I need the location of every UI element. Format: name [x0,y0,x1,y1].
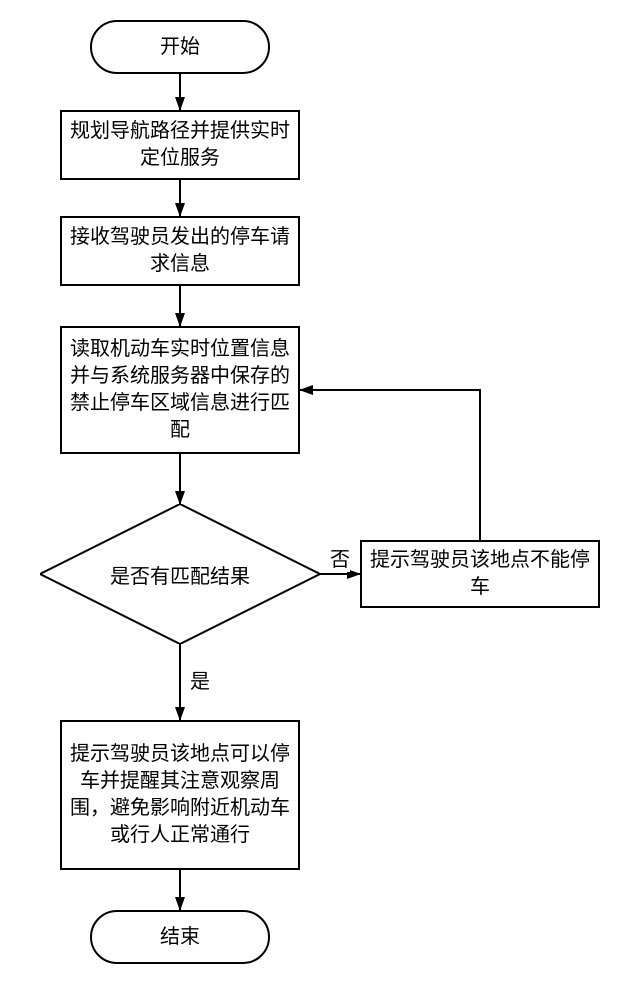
edge-label-yes: 是 [190,665,210,694]
end-label: 结束 [160,924,200,951]
start-node: 开始 [90,20,270,74]
process-warn-no-park: 提示驾驶员该地点不能停车 [360,540,600,608]
flowchart-canvas: 开始 规划导航路径并提供实时定位服务 接收驾驶员发出的停车请求信息 读取机动车实… [0,0,620,1000]
process-receive-request: 接收驾驶员发出的停车请求信息 [60,216,300,286]
decision-has-match: 是否有匹配结果 [40,504,320,644]
process-plan-route-label: 规划导航路径并提供实时定位服务 [62,118,298,172]
process-plan-route: 规划导航路径并提供实时定位服务 [60,110,300,180]
edge-label-no-text: 否 [330,549,350,571]
start-label: 开始 [160,34,200,61]
process-match-zone-label: 读取机动车实时位置信息并与系统服务器中保存的禁止停车区域信息进行匹配 [70,336,290,444]
process-allow-park-label: 提示驾驶员该地点可以停车并提醒其注意观察周围，避免影响附近机动车或行人正常通行 [70,741,290,849]
decision-has-match-label: 是否有匹配结果 [110,560,250,589]
process-match-zone: 读取机动车实时位置信息并与系统服务器中保存的禁止停车区域信息进行匹配 [60,326,300,454]
end-node: 结束 [90,910,270,964]
process-receive-request-label: 接收驾驶员发出的停车请求信息 [62,224,298,278]
edge-label-yes-text: 是 [190,671,210,693]
process-warn-no-park-label: 提示驾驶员该地点不能停车 [362,547,598,601]
process-allow-park: 提示驾驶员该地点可以停车并提醒其注意观察周围，避免影响附近机动车或行人正常通行 [60,720,300,870]
edge-label-no: 否 [330,543,350,572]
